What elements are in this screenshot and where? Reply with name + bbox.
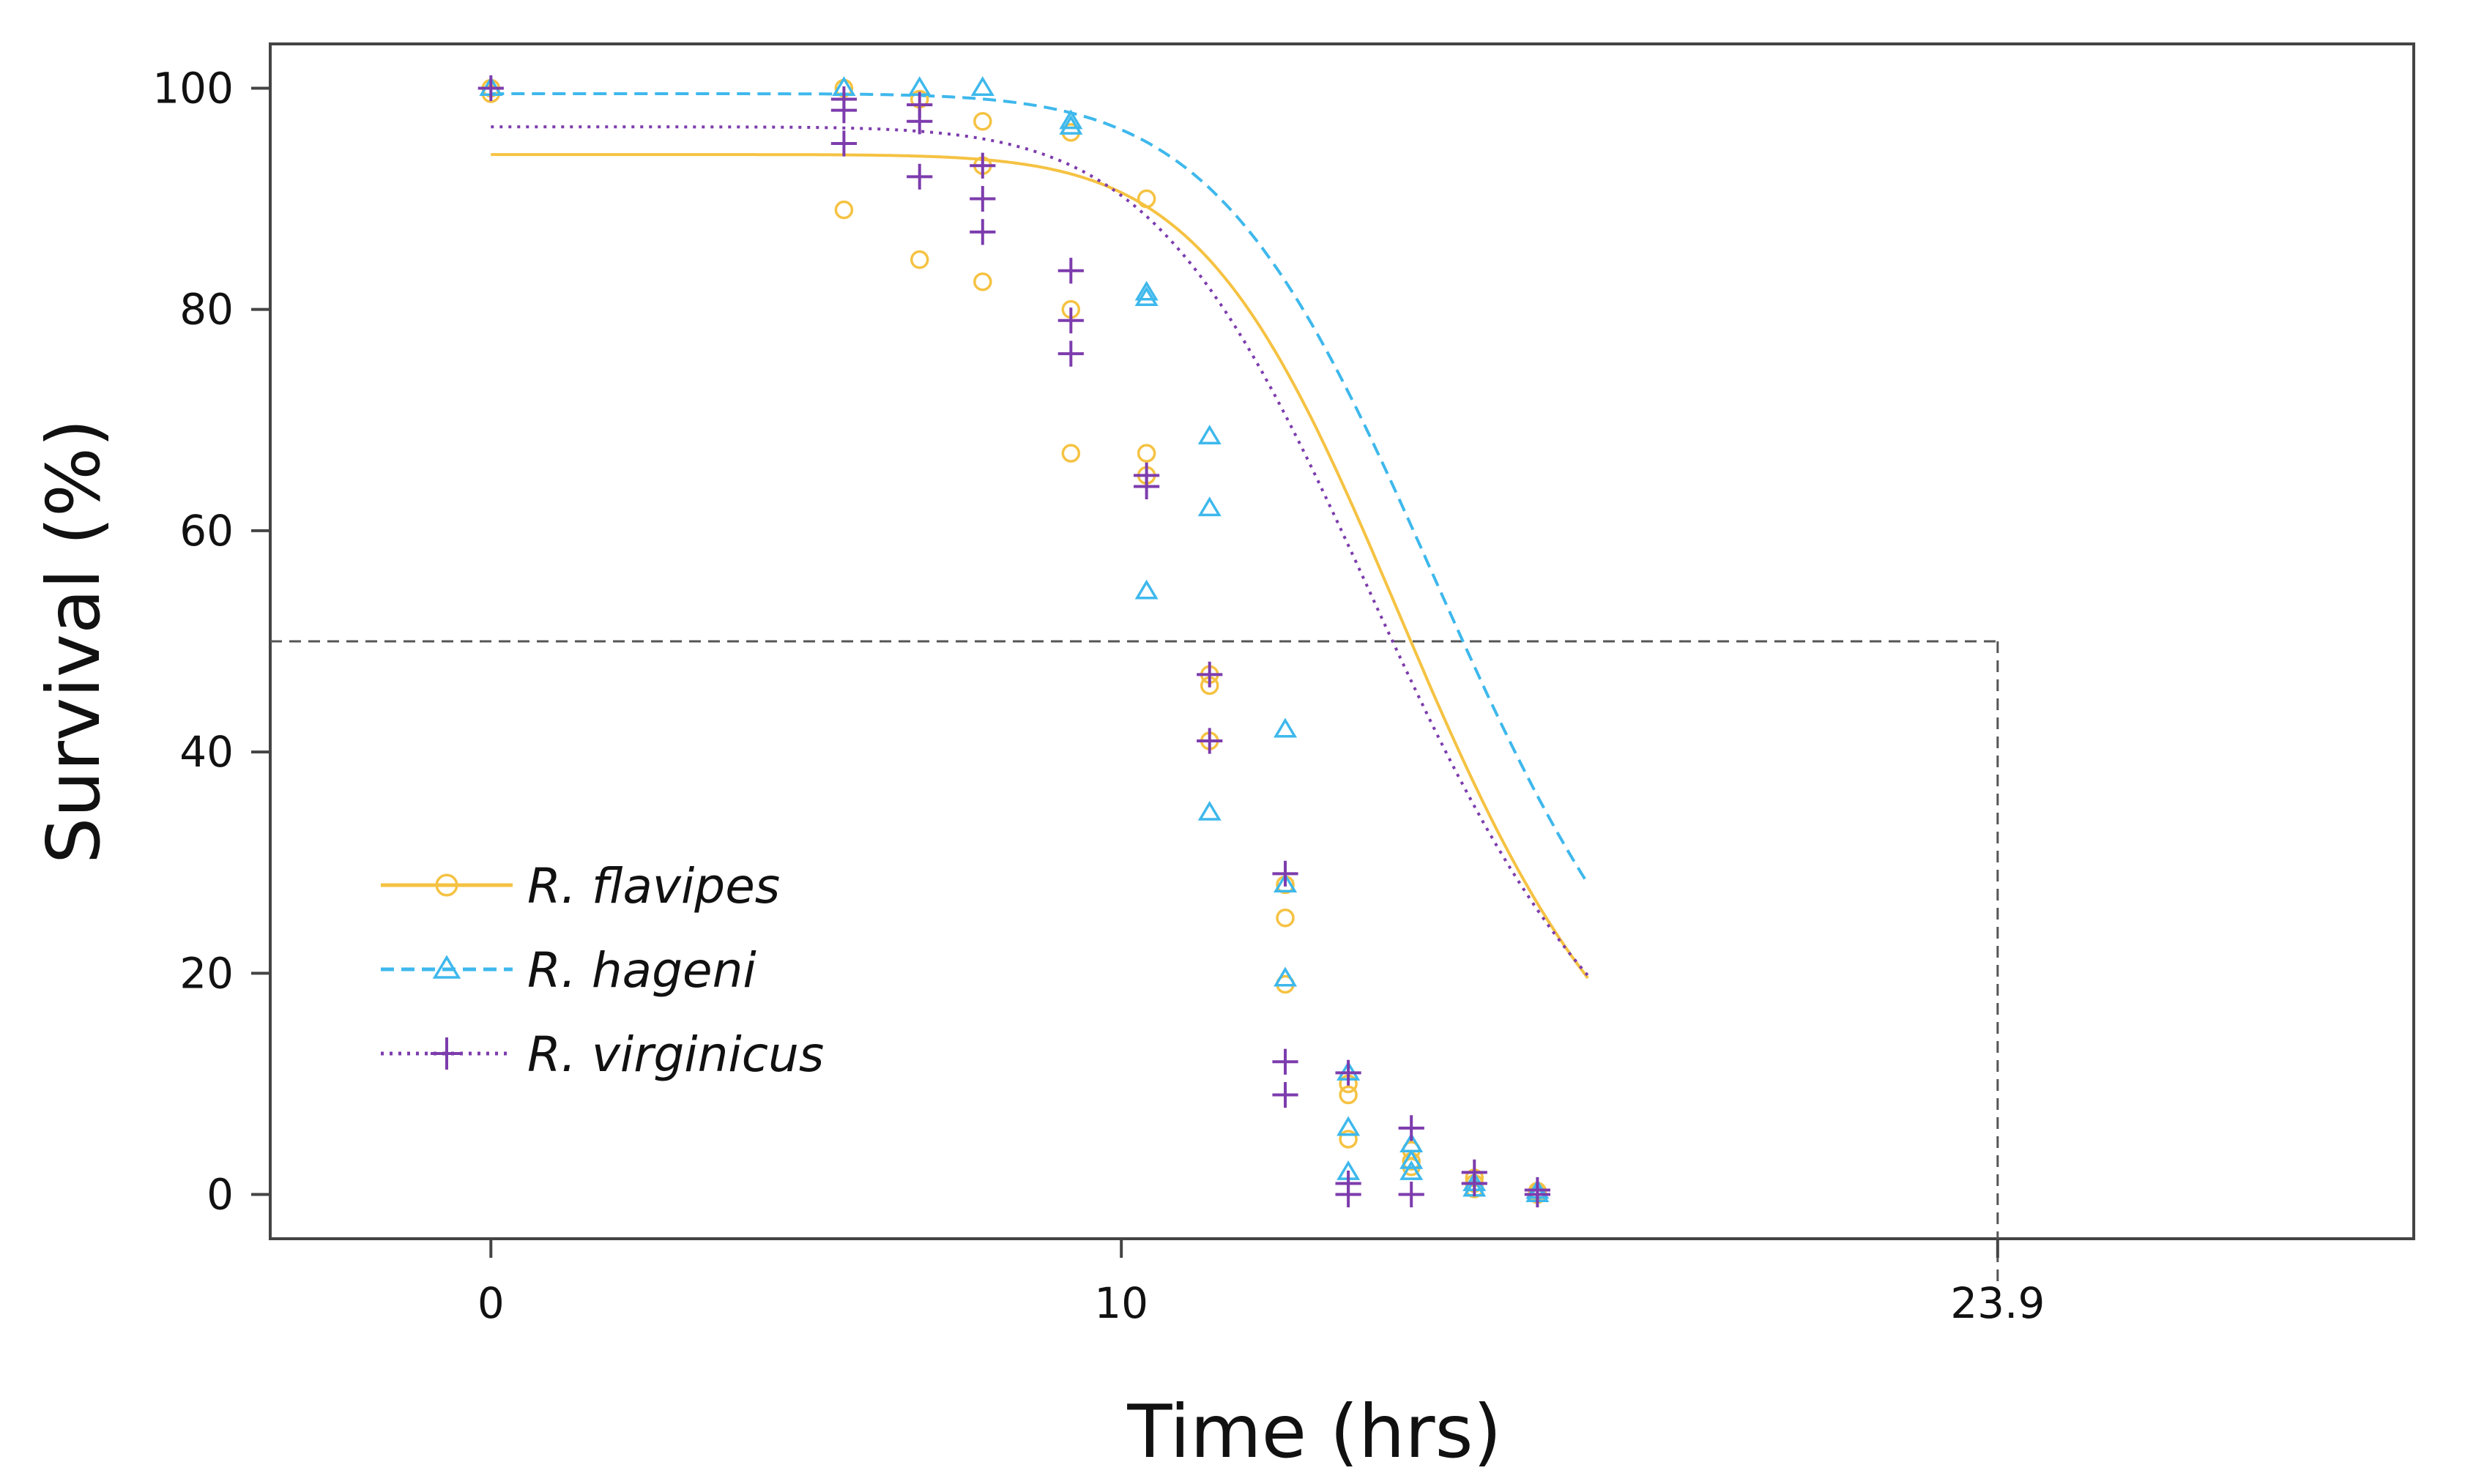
x-tick-label: 10 [1094, 1278, 1148, 1328]
data-point-rvirginicus [1197, 728, 1223, 754]
data-point-rhageni [970, 76, 995, 96]
y-tick-label: 60 [179, 506, 234, 556]
data-point-rflavipes [1339, 1085, 1358, 1105]
legend: R. flavipes R. hageni R. virginicus [381, 858, 824, 1083]
data-point-rflavipes [1061, 444, 1081, 463]
data-point-rvirginicus [1524, 1177, 1550, 1204]
data-point-rflavipes [973, 112, 992, 131]
data-point-rflavipes [1137, 189, 1156, 209]
data-point-rvirginicus [907, 108, 933, 135]
data-point-rflavipes [910, 250, 929, 269]
data-point-rhageni [1134, 579, 1159, 600]
data-point-rvirginicus [1461, 1170, 1487, 1197]
data-point-rvirginicus [1398, 1181, 1424, 1208]
data-point-rvirginicus [1057, 340, 1084, 367]
data-point-rvirginicus [1335, 1059, 1361, 1086]
data-point-rvirginicus [970, 152, 996, 179]
data-point-rhageni [1197, 496, 1222, 517]
y-axis-title: Survival (%) [31, 419, 116, 864]
data-point-rvirginicus [970, 185, 996, 212]
data-point-rvirginicus [830, 130, 857, 157]
data-point-rhageni [1274, 873, 1298, 892]
data-point-rhageni [1399, 1149, 1424, 1169]
data-point-rhageni [1197, 425, 1222, 444]
y-tick-label: 80 [179, 285, 234, 335]
data-point-rhageni [1399, 1160, 1424, 1180]
fit-curve-rflavipes [491, 153, 1589, 980]
fit-curve-rvirginicus [491, 125, 1589, 977]
data-point-rhageni [1134, 280, 1159, 301]
data-point-rvirginicus [1272, 1081, 1298, 1108]
x-tick-label: 0 [477, 1278, 505, 1328]
y-tick-label: 0 [207, 1170, 234, 1220]
data-point-rflavipes [1137, 444, 1156, 463]
legend-label-rflavipes: R. flavipes [527, 858, 780, 914]
data-point-rvirginicus [1335, 1181, 1361, 1208]
y-tick-label: 40 [179, 727, 234, 777]
data-point-rhageni [1134, 286, 1159, 307]
legend-label-rhageni: R. hageni [527, 942, 756, 999]
x-tick-label: 23.9 [1950, 1278, 2045, 1328]
y-tick-label: 20 [179, 948, 234, 998]
data-points [477, 75, 1550, 1208]
data-point-rflavipes [1276, 909, 1295, 928]
data-point-rhageni [1274, 966, 1298, 987]
legend-marker-rvirginicus [431, 1037, 463, 1070]
data-point-rvirginicus [1272, 1048, 1298, 1075]
x-axis: 0 10 23.9 [477, 1239, 2045, 1328]
legend-label-rvirginicus: R. virginicus [527, 1026, 824, 1083]
y-tick-label: 100 [152, 63, 234, 113]
legend-marker-rhageni [432, 955, 461, 979]
legend-marker-rflavipes [435, 873, 458, 897]
fit-curve-rhageni [491, 92, 1589, 885]
data-point-rvirginicus [1057, 258, 1084, 284]
data-point-rvirginicus [477, 75, 504, 102]
x-axis-title: Time (hrs) [1126, 1389, 1501, 1474]
y-axis: 0 20 40 60 80 100 [152, 63, 270, 1220]
lt50-reference-lines [270, 640, 1999, 1283]
data-point-rvirginicus [1057, 307, 1084, 334]
data-point-rvirginicus [830, 97, 857, 124]
data-point-rflavipes [834, 200, 854, 220]
data-point-rhageni [1059, 114, 1083, 135]
data-point-rflavipes [1339, 1130, 1358, 1149]
data-point-rvirginicus [1134, 473, 1160, 500]
data-point-rflavipes [973, 272, 992, 291]
data-point-rvirginicus [970, 219, 996, 245]
data-point-rhageni [1197, 800, 1222, 821]
data-point-rvirginicus [1272, 860, 1298, 887]
data-point-rhageni [1274, 717, 1298, 738]
data-point-rhageni [1059, 109, 1083, 130]
data-point-rvirginicus [1197, 661, 1223, 687]
data-point-rhageni [1336, 1116, 1361, 1136]
fit-curves [491, 92, 1589, 980]
data-point-rvirginicus [907, 163, 933, 190]
data-point-rvirginicus [1398, 1115, 1424, 1141]
